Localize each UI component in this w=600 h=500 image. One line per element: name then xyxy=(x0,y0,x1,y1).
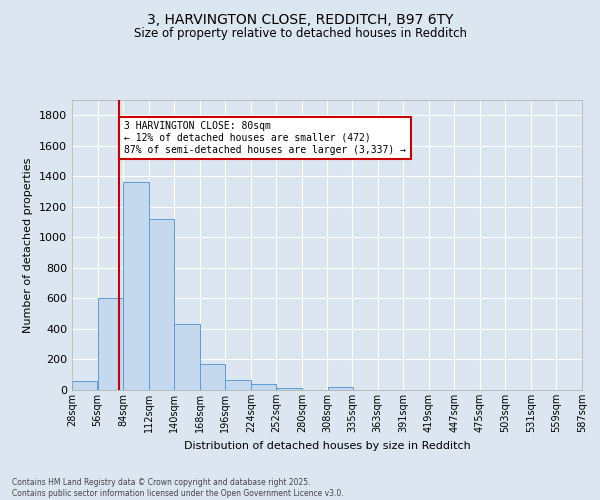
Text: 3 HARVINGTON CLOSE: 80sqm
← 12% of detached houses are smaller (472)
87% of semi: 3 HARVINGTON CLOSE: 80sqm ← 12% of detac… xyxy=(124,122,406,154)
Text: Size of property relative to detached houses in Redditch: Size of property relative to detached ho… xyxy=(133,28,467,40)
Y-axis label: Number of detached properties: Number of detached properties xyxy=(23,158,34,332)
Bar xyxy=(226,380,251,390)
Text: 3, HARVINGTON CLOSE, REDDITCH, B97 6TY: 3, HARVINGTON CLOSE, REDDITCH, B97 6TY xyxy=(147,12,453,26)
Bar xyxy=(149,219,174,390)
Bar xyxy=(175,324,200,390)
Bar xyxy=(200,364,225,390)
Bar xyxy=(328,388,353,390)
Bar xyxy=(123,182,149,390)
Bar xyxy=(98,298,123,390)
Bar xyxy=(251,384,276,390)
X-axis label: Distribution of detached houses by size in Redditch: Distribution of detached houses by size … xyxy=(184,440,470,450)
Bar xyxy=(72,381,97,390)
Text: Contains HM Land Registry data © Crown copyright and database right 2025.
Contai: Contains HM Land Registry data © Crown c… xyxy=(12,478,344,498)
Bar xyxy=(277,388,302,390)
